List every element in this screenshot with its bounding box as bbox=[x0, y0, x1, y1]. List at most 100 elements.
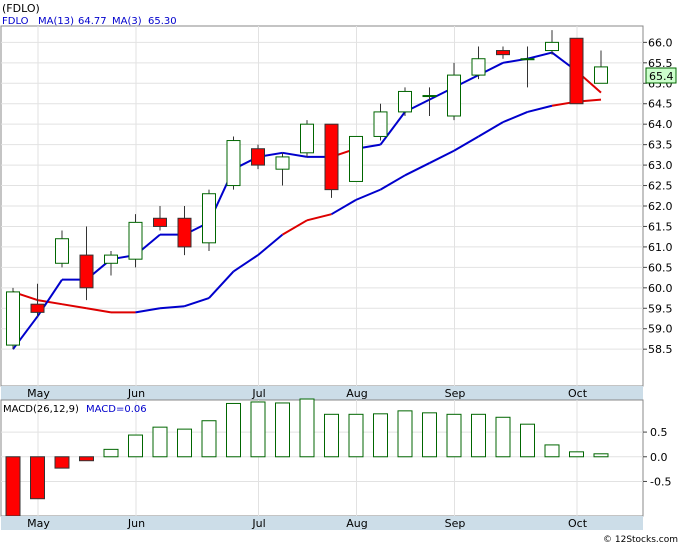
candle-up bbox=[373, 103, 388, 141]
ma3-segment bbox=[184, 297, 210, 308]
macd-bar-positive bbox=[177, 428, 192, 458]
candle-body bbox=[104, 254, 118, 264]
macd-bar-positive bbox=[422, 412, 437, 458]
macd-bar-positive bbox=[471, 413, 486, 458]
price-y-tick-label: 61.0 bbox=[648, 241, 673, 254]
macd-bar-positive bbox=[520, 423, 535, 458]
ma3-segment bbox=[86, 307, 112, 314]
candle-up bbox=[447, 62, 461, 121]
candle-body bbox=[128, 221, 143, 260]
candles bbox=[6, 30, 608, 350]
candle-body bbox=[30, 303, 45, 313]
price-legend-item: MA(3) bbox=[112, 16, 142, 27]
ma3-segment bbox=[232, 254, 259, 273]
last-price-box: 65.4 bbox=[645, 67, 677, 84]
price-y-tick-label: 64.5 bbox=[648, 98, 673, 111]
ma3-segment bbox=[502, 110, 528, 124]
macd-bar-positive bbox=[275, 402, 290, 458]
candle-up bbox=[398, 87, 412, 116]
ma3-segment bbox=[477, 121, 504, 138]
candle-down bbox=[251, 144, 265, 170]
macd-y-tick-label: 0.0 bbox=[650, 451, 668, 464]
macd-legend: MACD(26,12,9) MACD=0.06 bbox=[3, 404, 147, 415]
price-x-axis-bar bbox=[1, 386, 643, 400]
candle-body bbox=[569, 37, 584, 105]
macd-y-tick-label: 0.5 bbox=[650, 426, 668, 439]
candle-up bbox=[6, 287, 20, 350]
candle-body bbox=[496, 50, 510, 56]
macd-bar-positive bbox=[103, 448, 119, 458]
ma3-line bbox=[12, 98, 602, 314]
ma3-segment bbox=[135, 307, 161, 314]
macd-x-tick-label: May bbox=[27, 517, 50, 530]
candle-down bbox=[153, 206, 167, 231]
candle-up bbox=[520, 46, 535, 88]
price-y-tick-label: 62.5 bbox=[648, 180, 673, 193]
candle-body bbox=[594, 66, 608, 84]
macd-bar-positive bbox=[593, 453, 609, 458]
price-x-tick-label: Jun bbox=[127, 387, 145, 400]
price-y-tick-label: 60.0 bbox=[648, 282, 673, 295]
price-x-tick-label: May bbox=[27, 387, 50, 400]
price-panel: 58.5 59.0 59.5 60.0 60.5 61.0 61.5 62.0 62.5 63.0… bbox=[0, 2, 677, 387]
price-x-axis: May Jun Jul Aug Sep Oct bbox=[1, 386, 643, 400]
ma3-segment bbox=[208, 270, 235, 299]
macd-x-tick-label: Oct bbox=[568, 517, 588, 530]
macd-bar-positive bbox=[373, 413, 388, 458]
price-y-tick-label: 64.0 bbox=[648, 118, 673, 131]
candle-body bbox=[202, 193, 216, 244]
candle-up bbox=[275, 152, 290, 186]
ma13-segment bbox=[379, 111, 406, 146]
candle-down bbox=[177, 206, 192, 256]
candle-up bbox=[349, 135, 363, 182]
macd-legend-item: MACD=0.06 bbox=[86, 404, 147, 415]
candle-body bbox=[300, 123, 314, 154]
macd-bar-positive bbox=[544, 444, 560, 458]
candle-up bbox=[594, 50, 608, 84]
candle-body bbox=[275, 156, 290, 170]
macd-bar-positive bbox=[250, 401, 266, 458]
candle-up bbox=[300, 120, 314, 157]
macd-x-axis: May Jun Jul Aug Sep Oct bbox=[1, 516, 643, 530]
price-y-tick-label: 63.5 bbox=[648, 139, 673, 152]
macd-bar-positive bbox=[152, 426, 168, 458]
macd-panel: 0.5 0.0 -0.5 MACD(26,12,9) MACD=0.06 bbox=[0, 398, 671, 517]
chart-symbol-label: (FDLO) bbox=[2, 2, 40, 15]
macd-bar-positive bbox=[201, 420, 217, 458]
price-legend-item: FDLO bbox=[2, 16, 29, 27]
candle-up bbox=[471, 46, 486, 80]
candle-down bbox=[79, 226, 94, 301]
candle-body bbox=[471, 58, 486, 76]
last-price-label: 65.4 bbox=[649, 70, 674, 83]
candle-up bbox=[545, 30, 559, 55]
candle-down bbox=[496, 46, 510, 59]
macd-y-tick-labels: 0.5 0.0 -0.5 bbox=[643, 426, 671, 488]
price-legend-item: 65.30 bbox=[148, 16, 177, 27]
macd-bar-positive bbox=[128, 434, 143, 458]
macd-bar-positive bbox=[299, 398, 315, 458]
price-legend-item: 64.77 bbox=[78, 16, 107, 27]
macd-bar-positive bbox=[495, 416, 511, 458]
macd-bar-positive bbox=[446, 413, 462, 458]
last-price-box-bg bbox=[645, 67, 677, 84]
macd-x-tick-label: Jun bbox=[127, 517, 145, 530]
candle-down bbox=[324, 123, 339, 198]
price-x-tick-label: Jul bbox=[251, 387, 265, 400]
candle-body bbox=[520, 58, 535, 61]
macd-bar-positive bbox=[348, 413, 364, 458]
candle-body bbox=[324, 123, 339, 191]
candle-down bbox=[569, 37, 584, 105]
ma3-segment bbox=[355, 188, 381, 201]
candle-body bbox=[226, 140, 241, 187]
price-y-tick-label: 58.5 bbox=[648, 343, 673, 356]
candle-body bbox=[251, 148, 265, 166]
price-x-tick-label: Sep bbox=[445, 387, 466, 400]
price-y-tick-label: 59.5 bbox=[648, 302, 673, 315]
candle-body bbox=[373, 111, 388, 137]
ma3-segment bbox=[453, 135, 480, 152]
price-y-tick-label: 59.0 bbox=[648, 323, 673, 336]
candle-up bbox=[128, 214, 143, 268]
ma3-segment bbox=[37, 299, 63, 306]
macd-bar-positive bbox=[569, 451, 584, 458]
candle-body bbox=[177, 217, 192, 248]
